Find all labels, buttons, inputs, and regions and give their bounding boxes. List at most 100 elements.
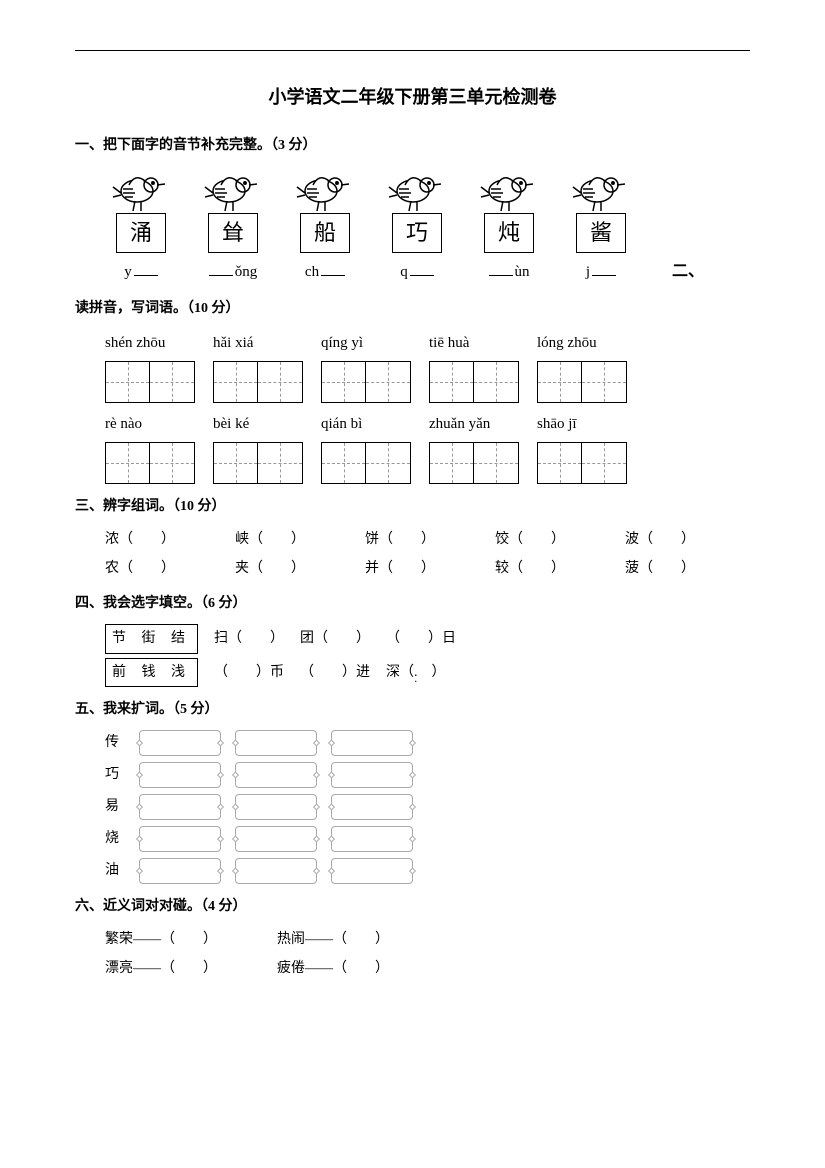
q5-blank[interactable]	[235, 826, 317, 852]
q6-item[interactable]: 疲倦——（ ）	[277, 956, 389, 981]
q4-item[interactable]: 团（ ）	[300, 626, 370, 651]
q4-item[interactable]: （ ）进	[300, 660, 370, 685]
blank[interactable]	[321, 262, 345, 276]
tianzige[interactable]	[213, 361, 303, 403]
top-rule	[75, 50, 750, 51]
bird-icon	[571, 167, 631, 217]
tianzige[interactable]	[429, 361, 519, 403]
q3-item[interactable]: 较（ ）	[495, 556, 615, 581]
q3-item[interactable]: 农（ ）	[105, 556, 225, 581]
q3-item[interactable]: 并（ ）	[365, 556, 485, 581]
q5-blank[interactable]	[235, 794, 317, 820]
q4-item[interactable]: （ ）日	[386, 626, 456, 651]
tianzige[interactable]	[321, 361, 411, 403]
q1-heading: 一、把下面字的音节补充完整。（3 分）	[75, 133, 750, 158]
q4-item[interactable]: 深（. ）	[386, 660, 446, 685]
q3-item[interactable]: 夹（ ）	[235, 556, 355, 581]
q6-item[interactable]: 热闹——（ ）	[277, 927, 389, 952]
char-box: 耸	[208, 213, 258, 253]
pinyin-item: ch	[289, 259, 361, 286]
q1-item: 船	[289, 167, 361, 253]
blank[interactable]	[134, 262, 158, 276]
q3-row2: 农（ ） 夹（ ） 并（ ） 较（ ） 菠（ ）	[105, 556, 750, 581]
q4-row2: 前 钱 浅 （ ）币 （ ）进 深（. ）	[105, 658, 750, 687]
q5-blank[interactable]	[235, 762, 317, 788]
q1-pinyin-row: y ǒng ch q ùn j 二、	[105, 258, 750, 287]
pinyin-label: hǎi xiá	[213, 330, 303, 357]
q6-item[interactable]: 繁荣——（ ）	[105, 927, 217, 952]
tianzige[interactable]	[105, 442, 195, 484]
blank[interactable]	[489, 262, 513, 276]
q5-row: 易	[105, 794, 750, 820]
q3-item[interactable]: 波（ ）	[625, 527, 745, 552]
pinyin-post: ùn	[515, 259, 530, 286]
q1-item: 巧	[381, 167, 453, 253]
q2-number-trail: 二、	[672, 258, 704, 287]
tianzige[interactable]	[429, 442, 519, 484]
q4-row1: 节 街 结 扫（ ） 团（ ） （ ）日	[105, 624, 750, 653]
q4-heading: 四、我会选字填空。（6 分）	[75, 591, 750, 616]
q3-item[interactable]: 饼（ ）	[365, 527, 485, 552]
q1-item: 炖	[473, 167, 545, 253]
q3-item[interactable]: 峡（ ）	[235, 527, 355, 552]
pinyin-item: y	[105, 259, 177, 286]
q4-option-box: 前 钱 浅	[105, 658, 198, 687]
q6-row1: 繁荣——（ ） 热闹——（ ）	[105, 927, 750, 952]
pinyin-label: qián bì	[321, 411, 411, 438]
pinyin-item: ǒng	[197, 259, 269, 286]
bird-icon	[203, 167, 263, 217]
q5-blank[interactable]	[139, 826, 221, 852]
q1-item: 耸	[197, 167, 269, 253]
q5-heading: 五、我来扩词。（5 分）	[75, 697, 750, 722]
q3-item[interactable]: 浓（ ）	[105, 527, 225, 552]
pinyin-item: ùn	[473, 259, 545, 286]
q5-char: 油	[105, 858, 125, 883]
q4-option-box: 节 街 结	[105, 624, 198, 653]
blank[interactable]	[209, 262, 233, 276]
q5-row: 巧	[105, 762, 750, 788]
tianzige[interactable]	[213, 442, 303, 484]
q5-blank[interactable]	[331, 794, 413, 820]
q1-bird-row: 涌 耸 船 巧 炖 酱	[105, 167, 750, 253]
q4-item-text: 深（	[386, 665, 414, 680]
q5-blank[interactable]	[139, 858, 221, 884]
tianzige[interactable]	[537, 442, 627, 484]
tianzige[interactable]	[105, 361, 195, 403]
pinyin-label: tiē huà	[429, 330, 519, 357]
q5-blank[interactable]	[139, 762, 221, 788]
q2-tianzige-row2	[105, 442, 750, 484]
pinyin-label: rè nào	[105, 411, 195, 438]
tianzige[interactable]	[321, 442, 411, 484]
q3-item[interactable]: 饺（ ）	[495, 527, 615, 552]
q5-blank[interactable]	[235, 730, 317, 756]
q5-blank[interactable]	[331, 826, 413, 852]
q5-row: 烧	[105, 826, 750, 852]
q2-heading: 读拼音，写词语。（10 分）	[75, 296, 750, 321]
q3-item[interactable]: 菠（ ）	[625, 556, 745, 581]
q5-blank[interactable]	[331, 730, 413, 756]
pinyin-pre: q	[400, 259, 408, 286]
char-box: 酱	[576, 213, 626, 253]
pinyin-label: qíng yì	[321, 330, 411, 357]
q4-item[interactable]: （ ）币	[214, 660, 284, 685]
q5-blank[interactable]	[139, 794, 221, 820]
blank[interactable]	[410, 262, 434, 276]
emphasis-dot: .	[414, 665, 418, 680]
q2-pinyin-row1: shén zhōu hǎi xiá qíng yì tiē huà lóng z…	[105, 330, 750, 357]
bird-icon	[111, 167, 171, 217]
q4-item[interactable]: 扫（ ）	[214, 626, 284, 651]
pinyin-item: q	[381, 259, 453, 286]
page-title: 小学语文二年级下册第三单元检测卷	[75, 81, 750, 113]
pinyin-pre: y	[124, 259, 132, 286]
pinyin-item: j	[565, 259, 637, 286]
tianzige[interactable]	[537, 361, 627, 403]
q5-blank[interactable]	[331, 858, 413, 884]
q5-blank[interactable]	[331, 762, 413, 788]
q5-char: 易	[105, 794, 125, 819]
q5-blank[interactable]	[139, 730, 221, 756]
char-box: 涌	[116, 213, 166, 253]
blank[interactable]	[592, 262, 616, 276]
q5-blank[interactable]	[235, 858, 317, 884]
q6-item[interactable]: 漂亮——（ ）	[105, 956, 217, 981]
q5-char: 烧	[105, 826, 125, 851]
